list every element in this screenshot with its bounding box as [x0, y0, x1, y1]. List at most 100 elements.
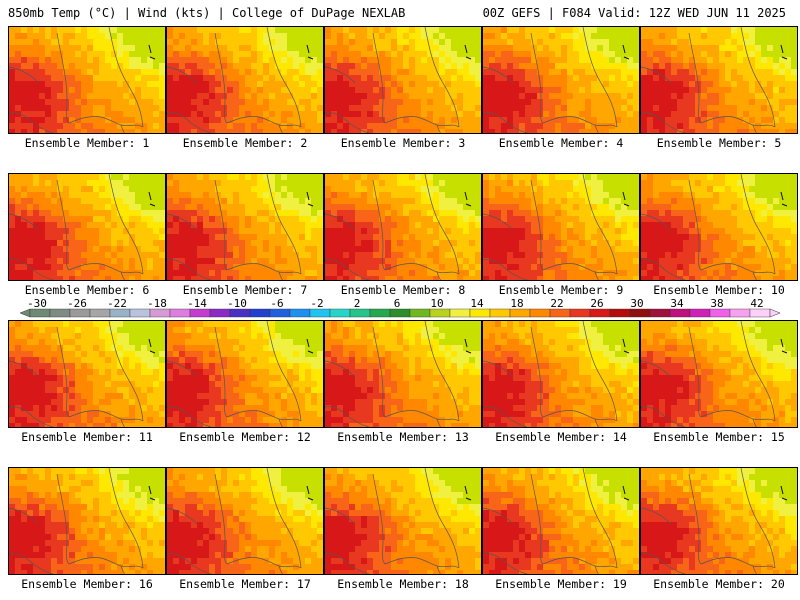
member-label: Ensemble Member: 8 — [340, 283, 466, 297]
member-label: Ensemble Member: 18 — [337, 577, 469, 591]
colorbar-low-arrow — [19, 308, 31, 318]
colorbar-swatch — [189, 308, 211, 318]
ensemble-map-2 — [166, 26, 324, 134]
ensemble-map-10 — [640, 173, 798, 281]
map-title: 850mb Temp (°C) | Wind (kts) | College o… — [8, 6, 406, 20]
member-label: Ensemble Member: 16 — [21, 577, 153, 591]
ensemble-map-6 — [8, 173, 166, 281]
ensemble-map-7 — [166, 173, 324, 281]
ensemble-map-12 — [166, 320, 324, 428]
colorbar-swatch — [209, 308, 231, 318]
ensemble-map-20 — [640, 467, 798, 575]
temperature-field — [167, 321, 323, 427]
colorbar-swatch — [369, 308, 391, 318]
colorbar-swatch — [289, 308, 311, 318]
header: 850mb Temp (°C) | Wind (kts) | College o… — [0, 0, 800, 24]
temperature-field — [641, 174, 797, 280]
member-label: Ensemble Member: 11 — [21, 430, 153, 444]
colorbar-tick-label: 42 — [750, 297, 764, 310]
ensemble-map-19 — [482, 467, 640, 575]
ensemble-map-1 — [8, 26, 166, 134]
ensemble-map-15 — [640, 320, 798, 428]
colorbar-swatch — [569, 308, 591, 318]
member-label: Ensemble Member: 17 — [179, 577, 311, 591]
colorbar-swatch — [609, 308, 631, 318]
colorbar-swatch — [469, 308, 491, 318]
colorbar-tick-label: -6 — [270, 297, 284, 310]
temperature-field — [483, 27, 639, 133]
colorbar-tick-label: 2 — [353, 297, 361, 310]
temperature-field — [641, 468, 797, 574]
colorbar-swatch — [329, 308, 351, 318]
colorbar-swatch — [69, 308, 91, 318]
ensemble-map-14 — [482, 320, 640, 428]
member-label: Ensemble Member: 13 — [337, 430, 469, 444]
member-label: Ensemble Member: 14 — [495, 430, 627, 444]
colorbar-swatch — [549, 308, 571, 318]
colorbar-swatch — [389, 308, 411, 318]
colorbar-high-arrow — [769, 308, 781, 318]
temperature-field — [167, 27, 323, 133]
colorbar-swatch — [689, 308, 711, 318]
member-label: Ensemble Member: 20 — [653, 577, 785, 591]
colorbar-swatch — [269, 308, 291, 318]
temperature-field — [325, 27, 481, 133]
colorbar-tick-label: -30 — [27, 297, 47, 310]
ensemble-map-5 — [640, 26, 798, 134]
colorbar-swatch — [489, 308, 511, 318]
colorbar-swatch — [169, 308, 191, 318]
member-label: Ensemble Member: 1 — [24, 136, 150, 150]
temperature-field — [483, 174, 639, 280]
member-label: Ensemble Member: 10 — [653, 283, 785, 297]
colorbar-tick-label: 22 — [550, 297, 564, 310]
colorbar-swatch — [349, 308, 371, 318]
colorbar-swatch — [529, 308, 551, 318]
ensemble-map-8 — [324, 173, 482, 281]
member-label: Ensemble Member: 19 — [495, 577, 627, 591]
temperature-field — [483, 321, 639, 427]
colorbar-tick-label: 10 — [430, 297, 444, 310]
ensemble-map-13 — [324, 320, 482, 428]
colorbar-swatch — [749, 308, 771, 318]
colorbar-swatch — [249, 308, 271, 318]
member-label: Ensemble Member: 6 — [24, 283, 150, 297]
colorbar-tick-label: -18 — [147, 297, 167, 310]
ensemble-map-16 — [8, 467, 166, 575]
colorbar-swatch — [149, 308, 171, 318]
temperature-field — [9, 468, 165, 574]
temperature-field — [641, 321, 797, 427]
colorbar-tick-label: -26 — [67, 297, 87, 310]
temperature-field — [9, 174, 165, 280]
colorbar-tick-label: 18 — [510, 297, 524, 310]
temperature-field — [325, 174, 481, 280]
temperature-field — [325, 468, 481, 574]
colorbar-swatch — [89, 308, 111, 318]
member-label: Ensemble Member: 15 — [653, 430, 785, 444]
colorbar-swatch — [709, 308, 731, 318]
colorbar — [19, 308, 781, 318]
colorbar-tick-label: 6 — [393, 297, 401, 310]
member-label: Ensemble Member: 7 — [182, 283, 308, 297]
member-label: Ensemble Member: 4 — [498, 136, 624, 150]
member-label: Ensemble Member: 3 — [340, 136, 466, 150]
temperature-field — [167, 174, 323, 280]
colorbar-swatch — [589, 308, 611, 318]
temperature-field — [9, 27, 165, 133]
colorbar-swatch — [729, 308, 751, 318]
colorbar-swatch — [629, 308, 651, 318]
temperature-field — [483, 468, 639, 574]
member-label: Ensemble Member: 5 — [656, 136, 782, 150]
valid-time: 00Z GEFS | F084 Valid: 12Z WED JUN 11 20… — [482, 6, 786, 20]
ensemble-map-17 — [166, 467, 324, 575]
ensemble-map-3 — [324, 26, 482, 134]
colorbar-swatch — [29, 308, 51, 318]
member-label: Ensemble Member: 12 — [179, 430, 311, 444]
colorbar-tick-label: 34 — [670, 297, 684, 310]
colorbar-tick-label: -10 — [227, 297, 247, 310]
colorbar-swatch — [229, 308, 251, 318]
colorbar-tick-label: 26 — [590, 297, 604, 310]
colorbar-swatch — [649, 308, 671, 318]
ensemble-map-4 — [482, 26, 640, 134]
colorbar-tick-label: 38 — [710, 297, 724, 310]
colorbar-tick-label: 14 — [470, 297, 484, 310]
